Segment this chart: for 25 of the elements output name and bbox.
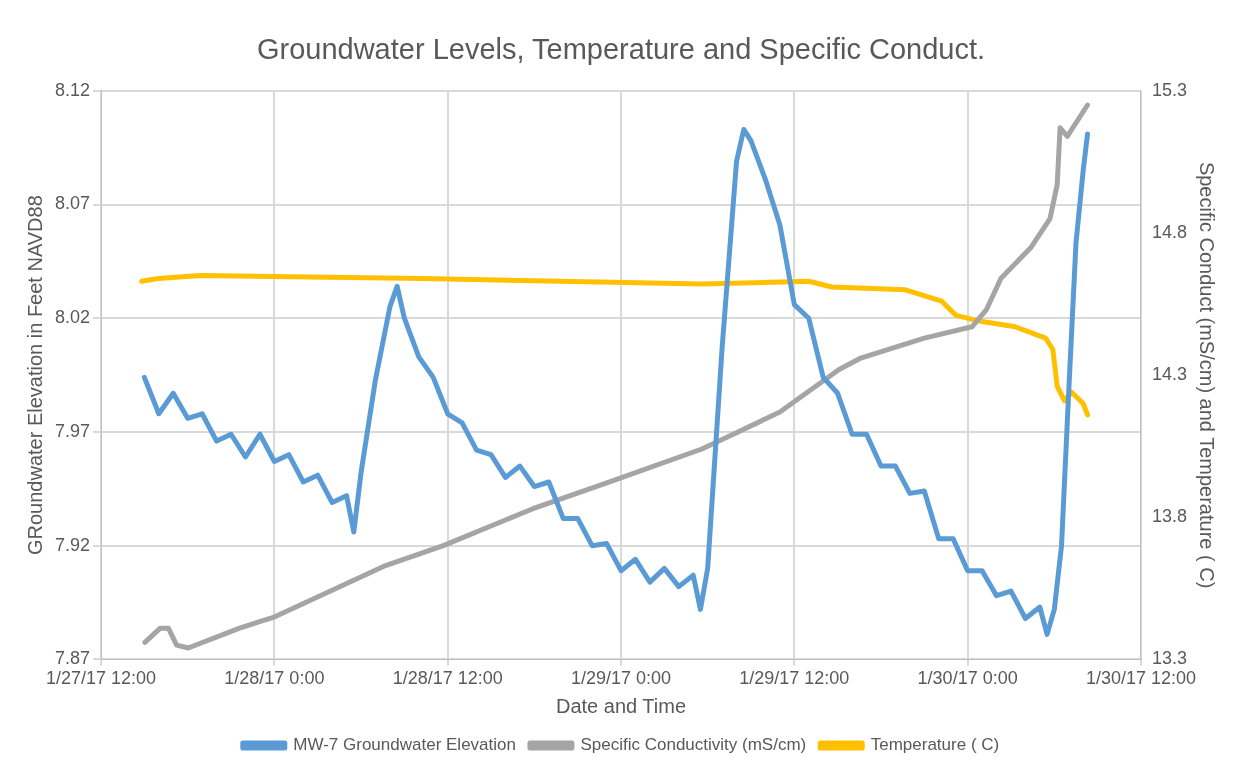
y-tick-label: 8.02 bbox=[54, 307, 91, 328]
x-tick-label: 1/29/17 12:00 bbox=[739, 668, 850, 689]
y-tick-label: 8.12 bbox=[54, 79, 91, 100]
x-tick-label: 1/27/17 12:00 bbox=[45, 668, 157, 689]
y-tick-label: 7.87 bbox=[54, 648, 91, 669]
y-tick-label: 7.92 bbox=[54, 534, 91, 555]
x-tick-label: 1/30/17 0:00 bbox=[917, 668, 1018, 689]
y2-tick-label: 13.8 bbox=[1151, 506, 1188, 527]
y-tick-label: 8.07 bbox=[54, 193, 91, 214]
chart-title: Groundwater Levels, Temperature and Specific Conduct. bbox=[256, 33, 986, 66]
x-tick-label: 1/29/17 0:00 bbox=[570, 668, 672, 689]
legend-label: Specific Conductivity (mS/cm) bbox=[580, 735, 807, 755]
y2-tick-label: 14.8 bbox=[1151, 221, 1188, 242]
x-tick-label: 1/28/17 12:00 bbox=[392, 668, 503, 689]
y2-tick-label: 13.3 bbox=[1151, 648, 1188, 669]
legend-label: Temperature ( C) bbox=[870, 735, 1000, 755]
x-axis-title: Date and Time bbox=[555, 694, 687, 717]
y2-tick-label: 14.3 bbox=[1151, 364, 1188, 385]
y2-tick-label: 15.3 bbox=[1151, 79, 1188, 100]
x-tick-label: 1/28/17 0:00 bbox=[224, 668, 325, 689]
y-axis-title: GRoundwater Elevation in Feet NAVD88 bbox=[23, 195, 46, 556]
y2-axis-title: Specific Conduct (mS/cm) and Temperature ( C) bbox=[1196, 161, 1219, 589]
y-tick-label: 7.97 bbox=[54, 420, 91, 441]
x-tick-label: 1/30/17 12:00 bbox=[1085, 668, 1197, 689]
legend-label: MW-7 Groundwater Elevation bbox=[293, 735, 516, 755]
